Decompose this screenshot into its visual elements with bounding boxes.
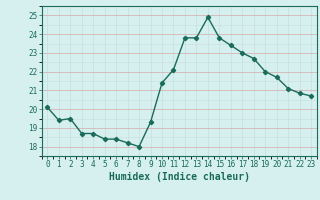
X-axis label: Humidex (Indice chaleur): Humidex (Indice chaleur) xyxy=(109,172,250,182)
